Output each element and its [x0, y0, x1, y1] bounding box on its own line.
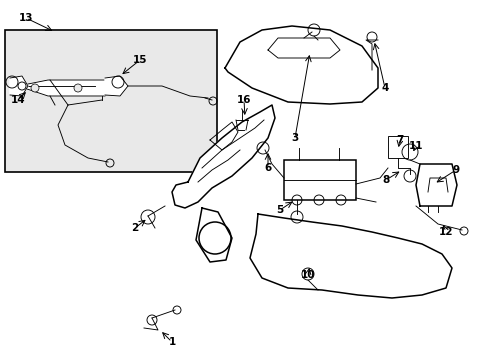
Text: 4: 4	[381, 83, 388, 93]
Text: 7: 7	[395, 135, 403, 145]
Text: 3: 3	[291, 133, 298, 143]
Text: 2: 2	[131, 223, 138, 233]
Text: 6: 6	[264, 163, 271, 173]
Text: 9: 9	[451, 165, 459, 175]
Text: 14: 14	[11, 95, 25, 105]
Text: 16: 16	[236, 95, 251, 105]
Text: 1: 1	[168, 337, 175, 347]
Polygon shape	[105, 76, 128, 96]
Bar	[284, 160, 355, 200]
Polygon shape	[18, 80, 118, 96]
Circle shape	[31, 84, 39, 92]
Polygon shape	[415, 164, 456, 206]
Polygon shape	[196, 208, 231, 262]
Polygon shape	[10, 76, 28, 96]
Polygon shape	[249, 214, 451, 298]
Text: 5: 5	[276, 205, 283, 215]
Polygon shape	[267, 38, 339, 58]
Polygon shape	[224, 26, 377, 104]
Text: 10: 10	[300, 270, 315, 280]
Text: 11: 11	[408, 141, 423, 151]
Bar	[387, 136, 407, 158]
Text: 8: 8	[382, 175, 389, 185]
Text: 12: 12	[438, 227, 452, 237]
Text: 15: 15	[132, 55, 147, 65]
Text: 13: 13	[19, 13, 33, 23]
Bar	[5, 30, 217, 172]
Polygon shape	[172, 105, 274, 208]
Circle shape	[74, 84, 82, 92]
